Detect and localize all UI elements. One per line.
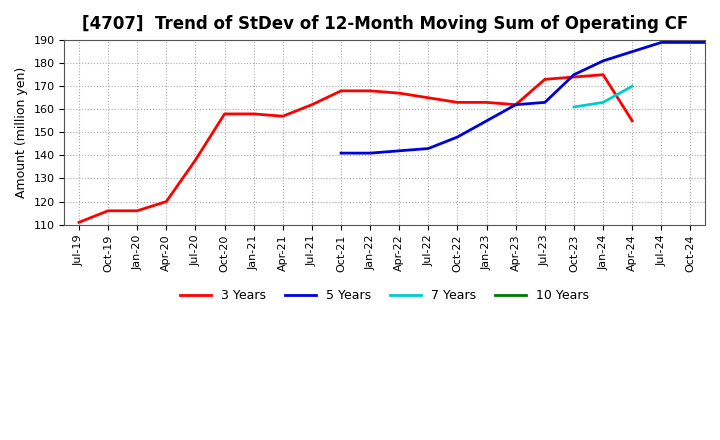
5 Years <box>715 40 720 45</box>
3 Years <box>162 199 171 204</box>
5 Years <box>599 58 608 63</box>
3 Years <box>279 114 287 119</box>
Line: 5 Years: 5 Years <box>341 42 720 153</box>
5 Years <box>570 72 578 77</box>
5 Years <box>337 150 346 156</box>
3 Years <box>220 111 229 117</box>
Line: 7 Years: 7 Years <box>574 86 632 107</box>
3 Years <box>482 100 491 105</box>
3 Years <box>337 88 346 93</box>
3 Years <box>133 208 142 213</box>
3 Years <box>570 74 578 80</box>
5 Years <box>657 40 666 45</box>
5 Years <box>628 49 636 54</box>
7 Years <box>628 84 636 89</box>
3 Years <box>424 95 433 100</box>
5 Years <box>541 100 549 105</box>
7 Years <box>570 104 578 110</box>
3 Years <box>104 208 112 213</box>
5 Years <box>686 40 695 45</box>
5 Years <box>482 118 491 124</box>
5 Years <box>424 146 433 151</box>
7 Years <box>599 100 608 105</box>
3 Years <box>75 220 84 225</box>
3 Years <box>366 88 374 93</box>
3 Years <box>191 158 199 163</box>
5 Years <box>395 148 404 154</box>
Y-axis label: Amount (million yen): Amount (million yen) <box>15 67 28 198</box>
3 Years <box>541 77 549 82</box>
Line: 3 Years: 3 Years <box>79 75 632 222</box>
3 Years <box>511 102 520 107</box>
3 Years <box>249 111 258 117</box>
3 Years <box>307 102 316 107</box>
3 Years <box>453 100 462 105</box>
5 Years <box>511 102 520 107</box>
3 Years <box>599 72 608 77</box>
3 Years <box>395 91 404 96</box>
Legend: 3 Years, 5 Years, 7 Years, 10 Years: 3 Years, 5 Years, 7 Years, 10 Years <box>175 284 595 307</box>
5 Years <box>453 134 462 139</box>
3 Years <box>628 118 636 124</box>
5 Years <box>366 150 374 156</box>
Title: [4707]  Trend of StDev of 12-Month Moving Sum of Operating CF: [4707] Trend of StDev of 12-Month Moving… <box>81 15 688 33</box>
